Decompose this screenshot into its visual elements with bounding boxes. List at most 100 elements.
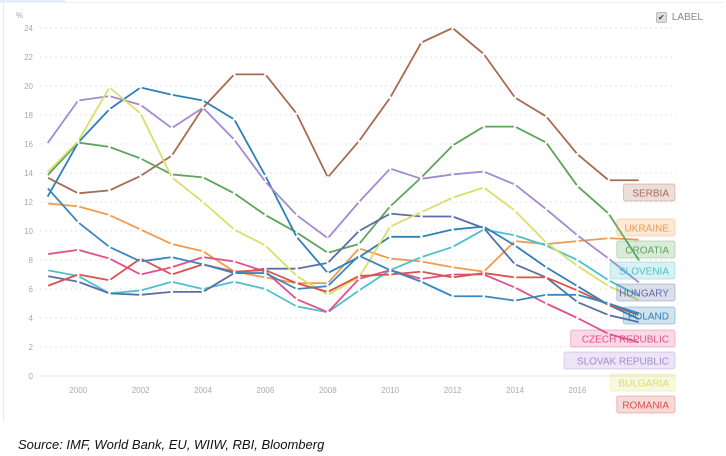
data-point (638, 238, 642, 241)
data-point (264, 73, 267, 76)
data-point (420, 210, 423, 214)
data-point (170, 176, 174, 179)
y-tick-label: 12 (24, 198, 33, 207)
data-point (170, 126, 174, 130)
data-point (388, 167, 392, 170)
data-point (420, 235, 423, 239)
data-point (544, 302, 548, 305)
data-point (201, 99, 205, 102)
data-point (607, 178, 610, 182)
data-point (451, 294, 454, 298)
data-point (201, 106, 205, 110)
data-point (420, 255, 423, 259)
data-point (544, 244, 548, 247)
label-toggle[interactable]: ✔ LABEL (655, 12, 703, 23)
data-point (513, 276, 517, 279)
x-tick-label: 2012 (444, 386, 462, 395)
data-point (638, 294, 642, 298)
data-point (201, 263, 205, 266)
series-label: CZECH REPUBLIC (582, 335, 669, 346)
series-label: HUNGARY (619, 289, 669, 300)
data-point (420, 270, 423, 273)
data-point (45, 186, 49, 189)
series-label-box (616, 395, 676, 414)
data-point (295, 305, 298, 308)
data-point (201, 250, 205, 253)
data-point (357, 139, 361, 143)
data-point (607, 236, 610, 240)
x-tick-label: 2008 (319, 386, 337, 395)
data-point (295, 267, 298, 271)
data-point (295, 297, 298, 301)
data-point (295, 231, 298, 234)
data-point (357, 274, 361, 278)
series-label: BULGARIA (618, 379, 669, 390)
data-point (576, 264, 579, 268)
data-point (45, 174, 49, 178)
data-point (326, 284, 330, 288)
data-point (357, 242, 361, 246)
data-point (357, 229, 361, 233)
data-point (139, 112, 142, 115)
data-point (108, 107, 111, 111)
series-line (46, 228, 641, 314)
data-point (482, 225, 486, 228)
data-point (388, 235, 392, 239)
data-point (170, 273, 174, 276)
data-point (232, 260, 236, 263)
data-point (607, 332, 610, 336)
data-point (295, 287, 298, 291)
data-point (576, 152, 579, 156)
data-point (513, 234, 517, 237)
data-point (388, 268, 392, 272)
data-point (513, 209, 517, 212)
data-point (170, 154, 174, 157)
data-point (76, 273, 80, 276)
data-point (326, 290, 330, 294)
data-point (451, 196, 454, 199)
series-label-box (609, 261, 676, 280)
data-point (264, 174, 267, 178)
data-point (451, 273, 454, 276)
x-tick-label: 2004 (194, 386, 212, 395)
data-point (607, 302, 610, 305)
data-point (76, 248, 80, 252)
data-point (76, 139, 80, 143)
data-point (638, 281, 642, 285)
data-point (76, 280, 80, 284)
series-label: POLAND (628, 312, 669, 323)
series-label-box (609, 373, 676, 392)
data-point (607, 212, 610, 215)
data-point (201, 287, 205, 291)
data-point (201, 176, 205, 179)
data-point (139, 228, 142, 231)
y-tick-label: 20 (24, 82, 33, 91)
data-point (139, 260, 142, 263)
data-point (638, 341, 642, 344)
data-point (201, 255, 205, 259)
data-point (513, 299, 517, 302)
data-point (482, 271, 486, 275)
data-point (326, 176, 330, 179)
series-label-box (616, 240, 676, 259)
data-point (295, 213, 298, 217)
y-tick-label: 2 (29, 343, 34, 352)
data-point (139, 289, 142, 292)
checkbox-checked-icon[interactable]: ✔ (655, 12, 667, 23)
data-point (232, 138, 236, 141)
data-point (576, 284, 579, 288)
data-point (357, 289, 361, 292)
label-toggle-text: LABEL (671, 12, 703, 23)
data-point (544, 276, 548, 279)
x-tick-label: 2006 (257, 386, 275, 395)
data-point (388, 205, 392, 208)
data-point (544, 141, 548, 144)
data-point (170, 265, 174, 269)
data-point (170, 93, 174, 96)
series-label: ROMANIA (622, 401, 669, 412)
data-point (576, 316, 579, 320)
data-point (482, 170, 486, 173)
data-point (108, 213, 111, 217)
data-point (264, 244, 267, 247)
data-point (295, 281, 298, 285)
